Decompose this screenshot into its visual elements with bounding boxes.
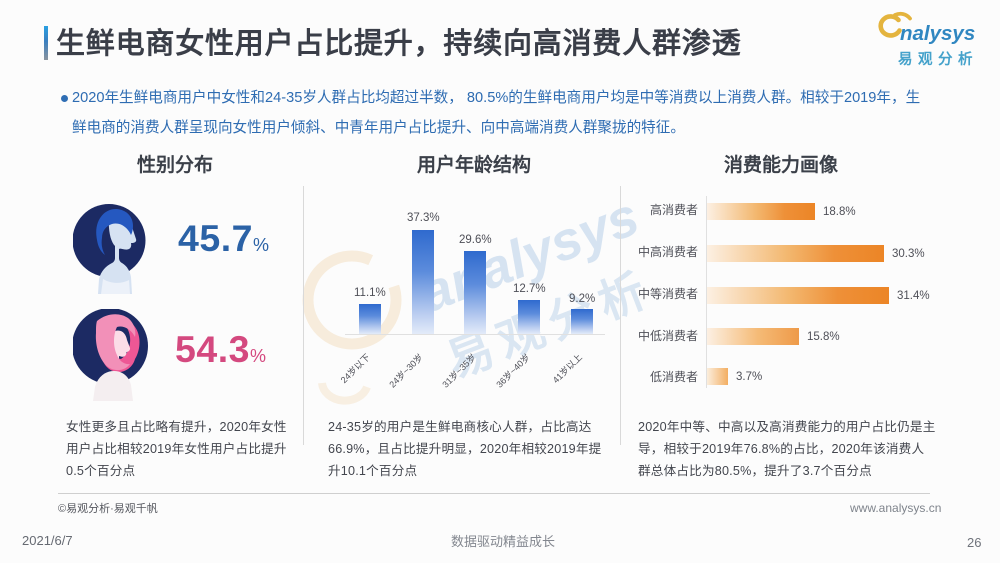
svg-text:易观分析: 易观分析 — [898, 50, 978, 68]
svg-text:nalysys: nalysys — [900, 22, 975, 45]
